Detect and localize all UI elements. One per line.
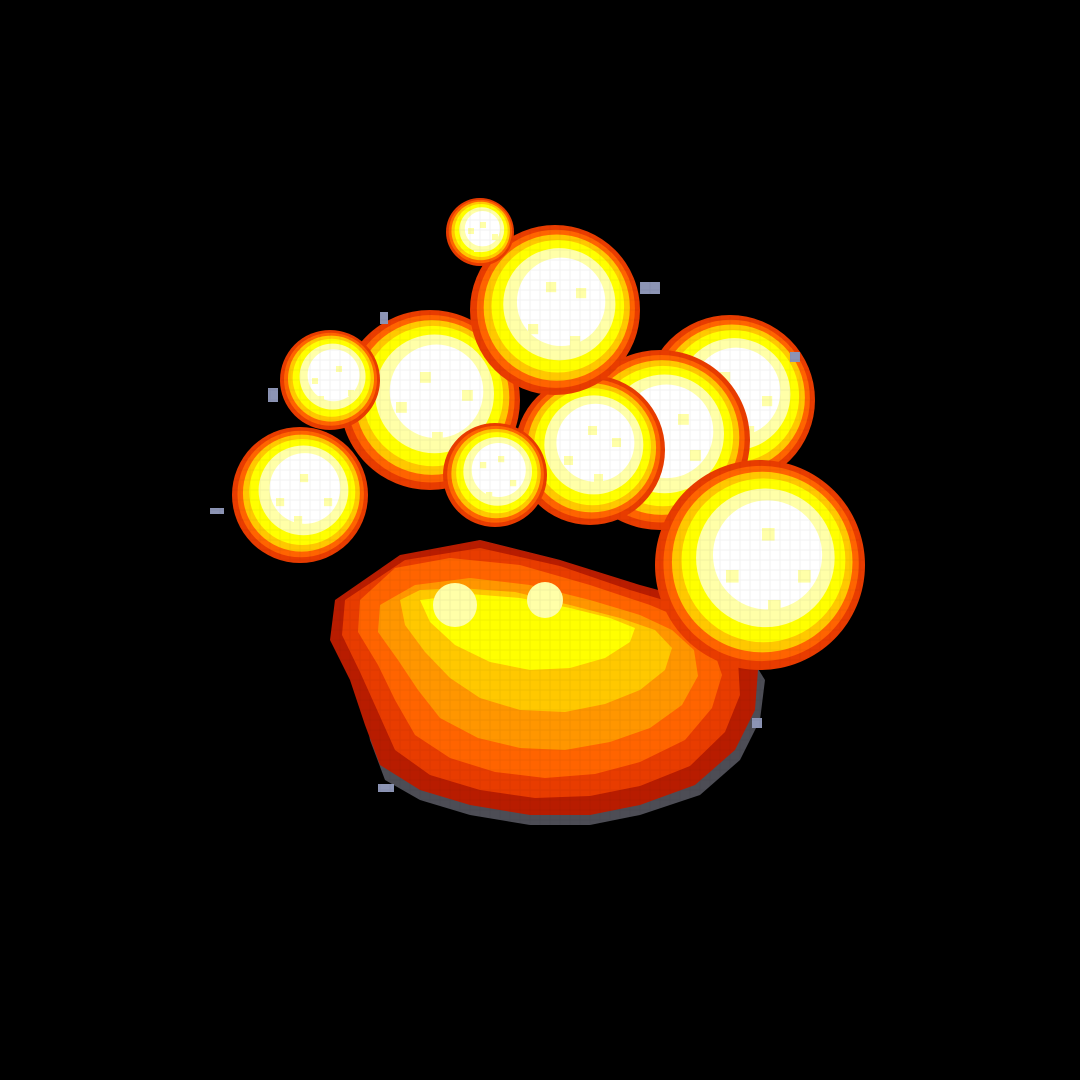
explosion-sprite xyxy=(0,0,1080,1080)
pixel-grid-overlay xyxy=(0,0,1080,1080)
game-scene xyxy=(0,0,1080,1080)
